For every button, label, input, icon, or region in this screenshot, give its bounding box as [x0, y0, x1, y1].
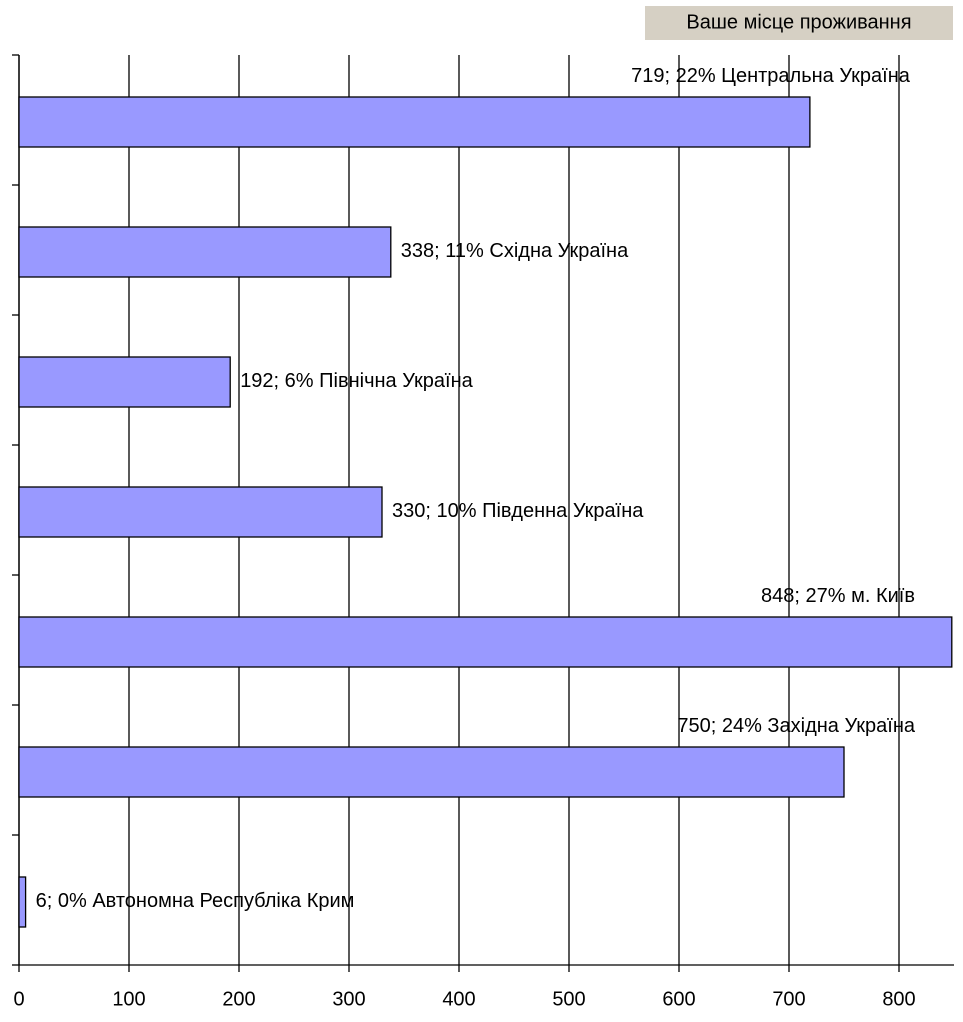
chart-title: Ваше місце проживання	[686, 11, 911, 33]
x-tick-label: 300	[332, 988, 365, 1010]
data-label: 338; 11% Східна Україна	[401, 240, 629, 262]
bar	[18, 746, 845, 798]
data-label-value: 750; 24%	[677, 715, 762, 737]
bar	[18, 486, 383, 538]
data-label-value: 848; 27%	[761, 585, 846, 607]
data-label-category: Північна Україна	[319, 370, 473, 392]
x-tick-label: 0	[13, 988, 24, 1010]
bar	[18, 226, 392, 278]
data-label-value: 192; 6%	[240, 370, 314, 392]
data-label-value: 6; 0%	[36, 890, 87, 912]
bar	[18, 356, 231, 408]
x-tick-label: 700	[772, 988, 805, 1010]
data-label: 848; 27% м. Київ	[761, 585, 915, 607]
bar	[18, 96, 811, 148]
data-label-value: 330; 10%	[392, 500, 477, 522]
data-label: 750; 24% Західна Україна	[677, 715, 916, 737]
bar	[18, 876, 27, 928]
data-label-category: Автономна Республіка Крим	[92, 890, 354, 912]
data-label: 719; 22% Центральна Україна	[631, 65, 911, 87]
title-box	[645, 6, 953, 40]
data-label-category: Східна Україна	[489, 240, 629, 262]
x-tick-label: 600	[662, 988, 695, 1010]
data-label-category: Західна Україна	[767, 715, 915, 737]
data-label-value: 719; 22%	[631, 65, 716, 87]
x-tick-label: 800	[882, 988, 915, 1010]
data-label: 192; 6% Північна Україна	[240, 370, 473, 392]
bar	[18, 616, 953, 668]
data-label: 330; 10% Південна Україна	[392, 500, 644, 522]
x-tick-label: 200	[222, 988, 255, 1010]
x-tick-label: 100	[112, 988, 145, 1010]
data-label-category: Центральна Україна	[721, 65, 911, 87]
data-label: 6; 0% Автономна Республіка Крим	[36, 890, 355, 912]
data-label-category: м. Київ	[851, 585, 915, 607]
x-tick-label: 500	[552, 988, 585, 1010]
data-label-category: Південна Україна	[482, 500, 644, 522]
x-tick-label: 400	[442, 988, 475, 1010]
data-label-value: 338; 11%	[401, 240, 484, 262]
